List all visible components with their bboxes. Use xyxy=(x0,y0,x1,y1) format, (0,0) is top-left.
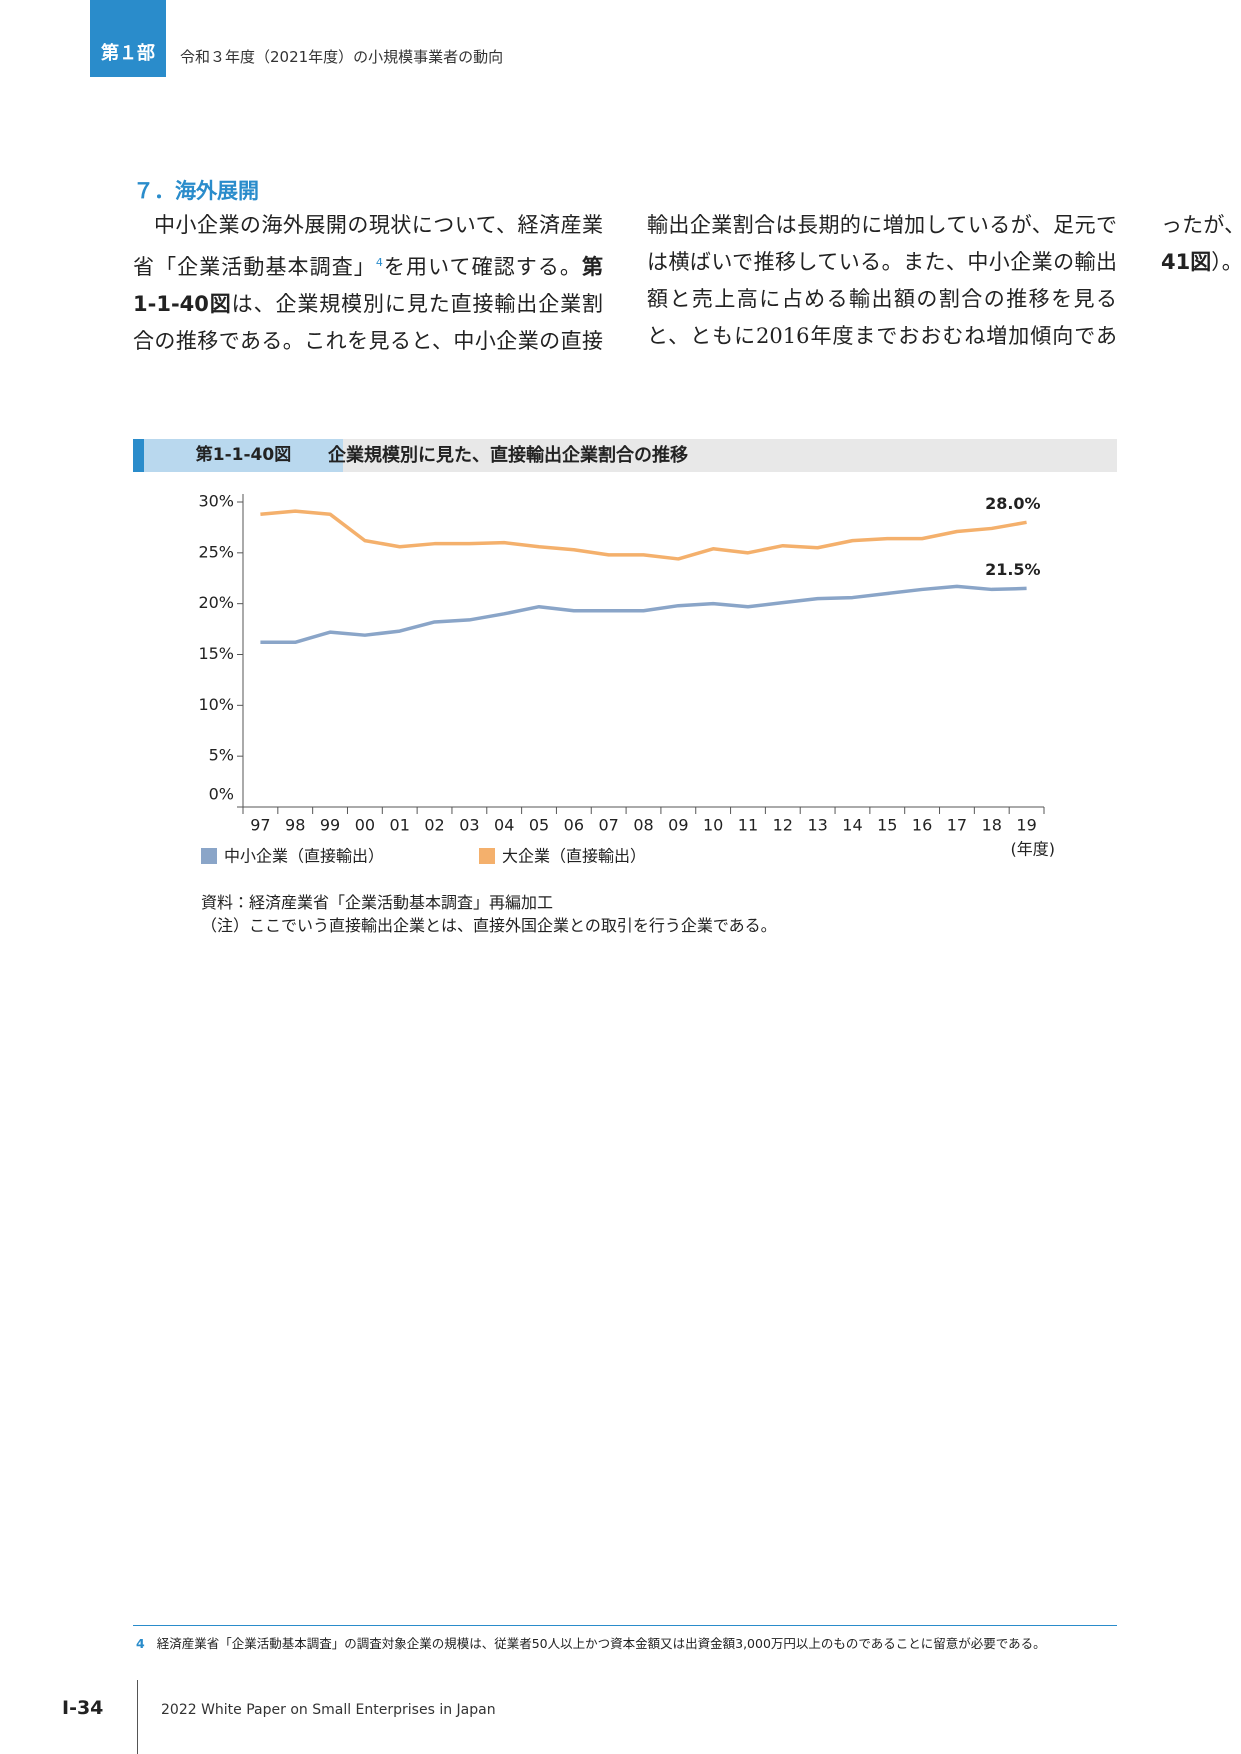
y-tick-label: 0% xyxy=(209,785,234,804)
body-text: 中小企業の海外展開の現状について、経済産業省「企業活動基本調査」4を用いて確認す… xyxy=(133,207,1241,393)
series-line xyxy=(260,584,1027,645)
x-tick-label: 18 xyxy=(982,816,1002,835)
x-tick-label: 10 xyxy=(703,816,723,835)
legend-label: 大企業（直接輸出） xyxy=(502,847,646,866)
x-tick-label: 15 xyxy=(877,816,897,835)
part-label: 第１部 xyxy=(90,0,166,77)
chart: 0% 5% 10% 15% 20% 25% 30% 97 98 99 00 01 02 03 04 05 06 0… xyxy=(198,492,1056,866)
value-label: 21.5% xyxy=(985,560,1041,579)
body-run: 4 xyxy=(375,256,383,269)
x-tick-label: 02 xyxy=(424,816,444,835)
x-tick-label: 01 xyxy=(390,816,410,835)
x-axis-label: (年度) xyxy=(1011,840,1056,859)
y-tick-label: 15% xyxy=(198,644,234,663)
y-tick-label: 20% xyxy=(198,593,234,612)
x-tick-label: 04 xyxy=(494,816,514,835)
value-label: 28.0% xyxy=(985,494,1041,513)
section-heading: ７．海外展開 xyxy=(133,179,259,203)
body-run: 第1-1-41図 xyxy=(1161,250,1212,274)
x-tick-label: 98 xyxy=(285,816,305,835)
series-line xyxy=(260,509,1027,561)
body-run: 第1-1-40図 xyxy=(133,255,604,316)
x-tick-label: 05 xyxy=(529,816,549,835)
y-tick-label: 25% xyxy=(198,542,234,561)
figure-bar: 第1-1-40図 企業規模別に見た、直接輸出企業割合の推移 xyxy=(133,439,1117,472)
figure-title: 企業規模別に見た、直接輸出企業割合の推移 xyxy=(328,445,688,466)
figure-number: 第1-1-40図 xyxy=(144,439,343,472)
source: 資料：経済産業省「企業活動基本調査」再編加工 xyxy=(201,893,554,912)
x-tick-label: 14 xyxy=(842,816,862,835)
footnote: 4 経済産業省「企業活動基本調査」の調査対象企業の規模は、従業者50人以上かつ資本… xyxy=(136,1633,1046,1652)
footer-title: 2022 White Paper on Small Enterprises in… xyxy=(161,1702,496,1718)
footnote-text: 経済産業省「企業活動基本調査」の調査対象企業の規模は、従業者50人以上かつ資本金… xyxy=(156,1636,1046,1651)
body-run: ）。 xyxy=(1211,250,1241,274)
x-tick-label: 06 xyxy=(564,816,584,835)
legend-label: 中小企業（直接輸出） xyxy=(224,847,384,866)
y-tick-label: 30% xyxy=(198,492,234,511)
x-tick-label: 99 xyxy=(320,816,340,835)
x-tick-label: 03 xyxy=(459,816,479,835)
x-tick-label: 12 xyxy=(773,816,793,835)
body-run: は、企業規模別に見た直接輸出企業割合の推移である。これを見ると、中小企業の直接輸… xyxy=(133,213,1241,353)
x-tick-label: 13 xyxy=(807,816,827,835)
footer-rule xyxy=(137,1680,138,1754)
footnote-number: 4 xyxy=(136,1636,145,1651)
body-run: を用いて確認する。 xyxy=(382,255,583,279)
note: （注）ここでいう直接輸出企業とは、直接外国企業との取引を行う企業である。 xyxy=(201,916,777,935)
header-title: 令和３年度（2021年度）の小規模事業者の動向 xyxy=(180,48,504,66)
y-tick-label: 10% xyxy=(198,695,234,714)
x-tick-label: 17 xyxy=(947,816,967,835)
x-tick-label: 19 xyxy=(1016,816,1036,835)
body-run: 中小企業の海外展開の現状について、経済産業省「企業活動基本調査」 xyxy=(133,213,603,279)
x-tick-label: 07 xyxy=(598,816,618,835)
x-tick-label: 11 xyxy=(738,816,758,835)
x-tick-label: 08 xyxy=(633,816,653,835)
x-tick-label: 00 xyxy=(355,816,375,835)
page-number: I-34 xyxy=(62,1697,104,1719)
legend-swatch xyxy=(479,848,495,864)
y-tick-label: 5% xyxy=(209,746,234,765)
figure-stripe xyxy=(133,439,144,472)
x-tick-label: 16 xyxy=(912,816,932,835)
x-tick-label: 09 xyxy=(668,816,688,835)
footnote-rule xyxy=(133,1625,1117,1626)
legend-swatch xyxy=(201,848,217,864)
x-tick-label: 97 xyxy=(250,816,270,835)
